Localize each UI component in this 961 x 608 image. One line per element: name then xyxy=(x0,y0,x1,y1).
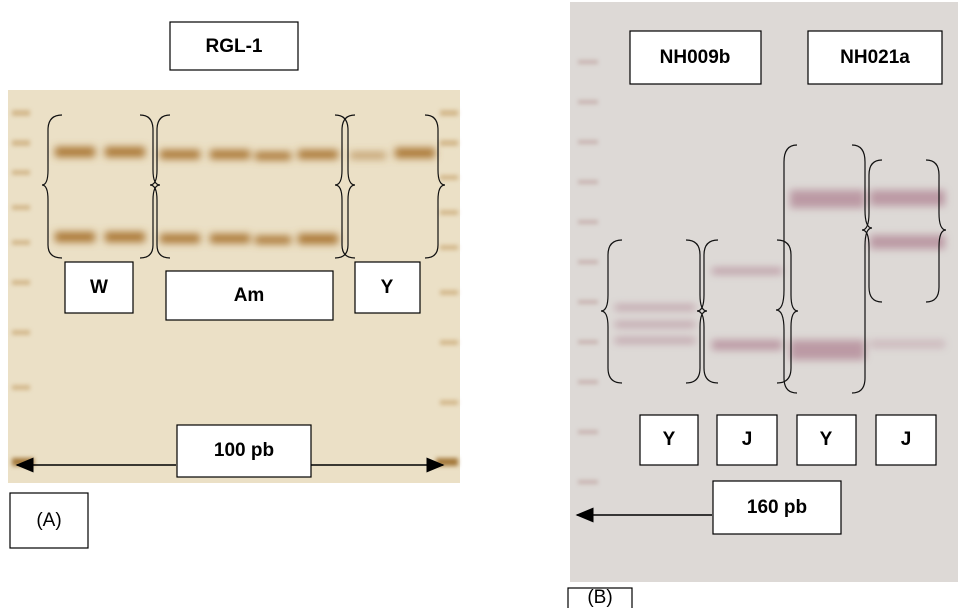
panel-label: (B) xyxy=(587,587,612,608)
group-label: W xyxy=(90,277,108,298)
panel-title: RGL-1 xyxy=(206,36,263,57)
group-label: Am xyxy=(234,285,265,306)
group-label: Y xyxy=(820,429,833,450)
panel-label: (A) xyxy=(36,510,61,531)
group-label: Y xyxy=(381,277,394,298)
group-label: Y xyxy=(663,429,676,450)
locus-label: NH021a xyxy=(840,47,910,68)
group-label: J xyxy=(742,429,753,450)
marker-label: 100 pb xyxy=(214,440,274,461)
marker-label: 160 pb xyxy=(747,497,807,518)
group-label: J xyxy=(901,429,912,450)
locus-label: NH009b xyxy=(660,47,731,68)
figure: RGL-1 W Am Y 100 pb (A) NH009b xyxy=(0,0,961,608)
